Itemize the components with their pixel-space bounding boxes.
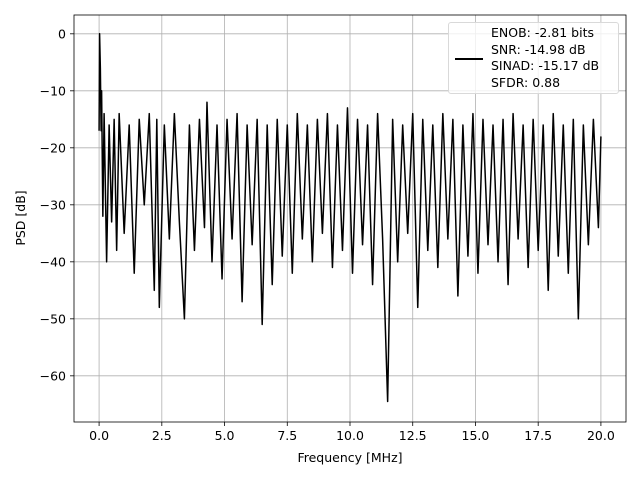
y-tick-label: 0 (58, 26, 66, 41)
x-tick-label: 15.0 (462, 428, 490, 443)
x-tick-label: 17.5 (524, 428, 552, 443)
x-tick-label: 5.0 (215, 428, 235, 443)
x-tick-label: 7.5 (277, 428, 297, 443)
y-axis-label: PSD [dB] (13, 190, 28, 245)
x-tick-label: 10.0 (336, 428, 364, 443)
legend-label: ENOB: -2.81 bits SNR: -14.98 dB SINAD: -… (491, 25, 600, 90)
legend-line (455, 58, 483, 60)
x-tick-label: 12.5 (399, 428, 427, 443)
y-tick-label: −40 (40, 254, 66, 269)
y-tick-label: −10 (40, 83, 66, 98)
y-tick-label: −50 (40, 311, 66, 326)
legend: ENOB: -2.81 bits SNR: -14.98 dB SINAD: -… (448, 22, 619, 94)
x-axis-label: Frequency [MHz] (297, 450, 402, 465)
x-tick-label: 20.0 (587, 428, 615, 443)
y-tick-label: −30 (40, 197, 66, 212)
x-tick-label: 0.0 (89, 428, 109, 443)
y-tick-label: −60 (40, 368, 66, 383)
y-tick-label: −20 (40, 140, 66, 155)
series-line (98, 33, 602, 403)
x-tick-label: 2.5 (152, 428, 172, 443)
plot-frame (73, 14, 627, 423)
